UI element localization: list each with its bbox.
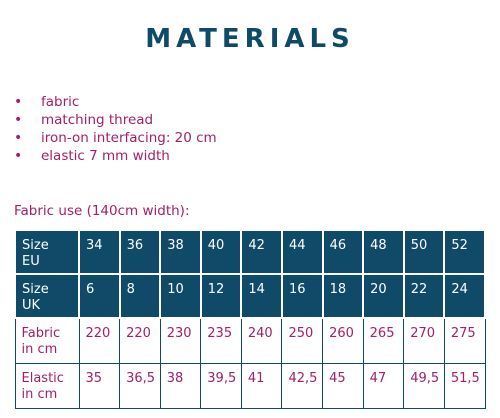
list-item: • fabric: [14, 93, 217, 111]
row-header-line: Size: [22, 282, 49, 297]
table-cell: 38: [159, 362, 202, 409]
table-cell: 42: [240, 229, 283, 275]
table-cell: 47: [362, 362, 405, 409]
row-header-elastic: Elastic in cm: [14, 362, 80, 409]
table-cell: 50: [402, 229, 446, 275]
table-cell: 22: [402, 273, 446, 319]
material-label: matching thread: [41, 112, 154, 128]
table-row-size-eu: Size EU 34 36 38 40 42 44 46 48 50 52: [14, 229, 486, 275]
table-cell: 36: [118, 229, 162, 275]
table-row-elastic: Elastic in cm 35 36,5 38 39,5 41 42,5 45 …: [14, 362, 486, 409]
bullet-icon: •: [14, 112, 23, 128]
table-cell: 34: [78, 229, 121, 275]
materials-list: • fabric • matching thread • iron-on int…: [14, 93, 217, 165]
table-cell: 41: [240, 362, 283, 409]
table-cell: 220: [119, 317, 161, 364]
table-cell: 42,5: [281, 362, 324, 409]
table-cell: 14: [240, 273, 283, 319]
table-cell: 35: [78, 362, 121, 409]
table-cell: 52: [443, 229, 486, 275]
material-label: fabric: [41, 94, 80, 110]
row-header-fabric: Fabric in cm: [14, 317, 80, 364]
table-cell: 40: [199, 229, 243, 275]
table-cell: 10: [159, 273, 202, 319]
table-cell: 24: [443, 273, 486, 319]
table-cell: 49,5: [403, 362, 445, 409]
table-row-fabric: Fabric in cm 220 220 230 235 240 250 260 …: [14, 317, 486, 364]
table-cell: 44: [280, 229, 324, 275]
table-cell: 8: [118, 273, 162, 319]
table-cell: 270: [403, 317, 445, 364]
row-header-line: Fabric: [21, 326, 61, 341]
table-cell: 39,5: [200, 362, 242, 409]
table-cell: 20: [362, 273, 405, 319]
row-header-line: EU: [22, 254, 40, 269]
table-cell: 38: [159, 229, 202, 275]
row-header-size-eu: Size EU: [14, 229, 80, 275]
list-item: • iron-on interfacing: 20 cm: [14, 129, 217, 147]
table-cell: 275: [443, 317, 486, 364]
row-header-line: Elastic: [21, 370, 64, 386]
row-header-line: UK: [22, 298, 41, 313]
material-label: elastic 7 mm width: [41, 148, 170, 164]
fabric-use-heading: Fabric use (140cm width):: [14, 203, 190, 219]
list-item: • matching thread: [14, 111, 217, 129]
table-cell: 45: [322, 362, 364, 409]
table-cell: 12: [199, 273, 243, 319]
row-header-line: in cm: [21, 342, 58, 357]
page-title: MATERIALS: [145, 24, 355, 54]
row-header-line: Size: [22, 238, 49, 253]
table-cell: 46: [321, 229, 365, 275]
table-row-size-uk: Size UK 6 8 10 12 14 16 18 20 22 24: [14, 273, 486, 319]
table-cell: 18: [321, 273, 365, 319]
table-cell: 48: [362, 229, 405, 275]
table-cell: 250: [281, 317, 324, 364]
table-cell: 265: [362, 317, 405, 364]
table-cell: 220: [78, 317, 121, 364]
row-header-size-uk: Size UK: [14, 273, 80, 319]
table-cell: 235: [200, 317, 242, 364]
fabric-use-table: Size EU 34 36 38 40 42 44 46 48 50 52 Siz…: [14, 229, 486, 409]
material-label: iron-on interfacing: 20 cm: [41, 130, 217, 146]
table-cell: 36,5: [119, 362, 161, 409]
table-cell: 16: [280, 273, 324, 319]
table-cell: 51,5: [443, 362, 486, 409]
table-cell: 240: [240, 317, 283, 364]
bullet-icon: •: [14, 130, 23, 146]
list-item: • elastic 7 mm width: [14, 147, 217, 165]
table-cell: 230: [159, 317, 202, 364]
table-cell: 6: [78, 273, 121, 319]
table-cell: 260: [322, 317, 364, 364]
row-header-line: in cm: [21, 386, 58, 402]
bullet-icon: •: [14, 94, 23, 110]
bullet-icon: •: [14, 148, 23, 164]
